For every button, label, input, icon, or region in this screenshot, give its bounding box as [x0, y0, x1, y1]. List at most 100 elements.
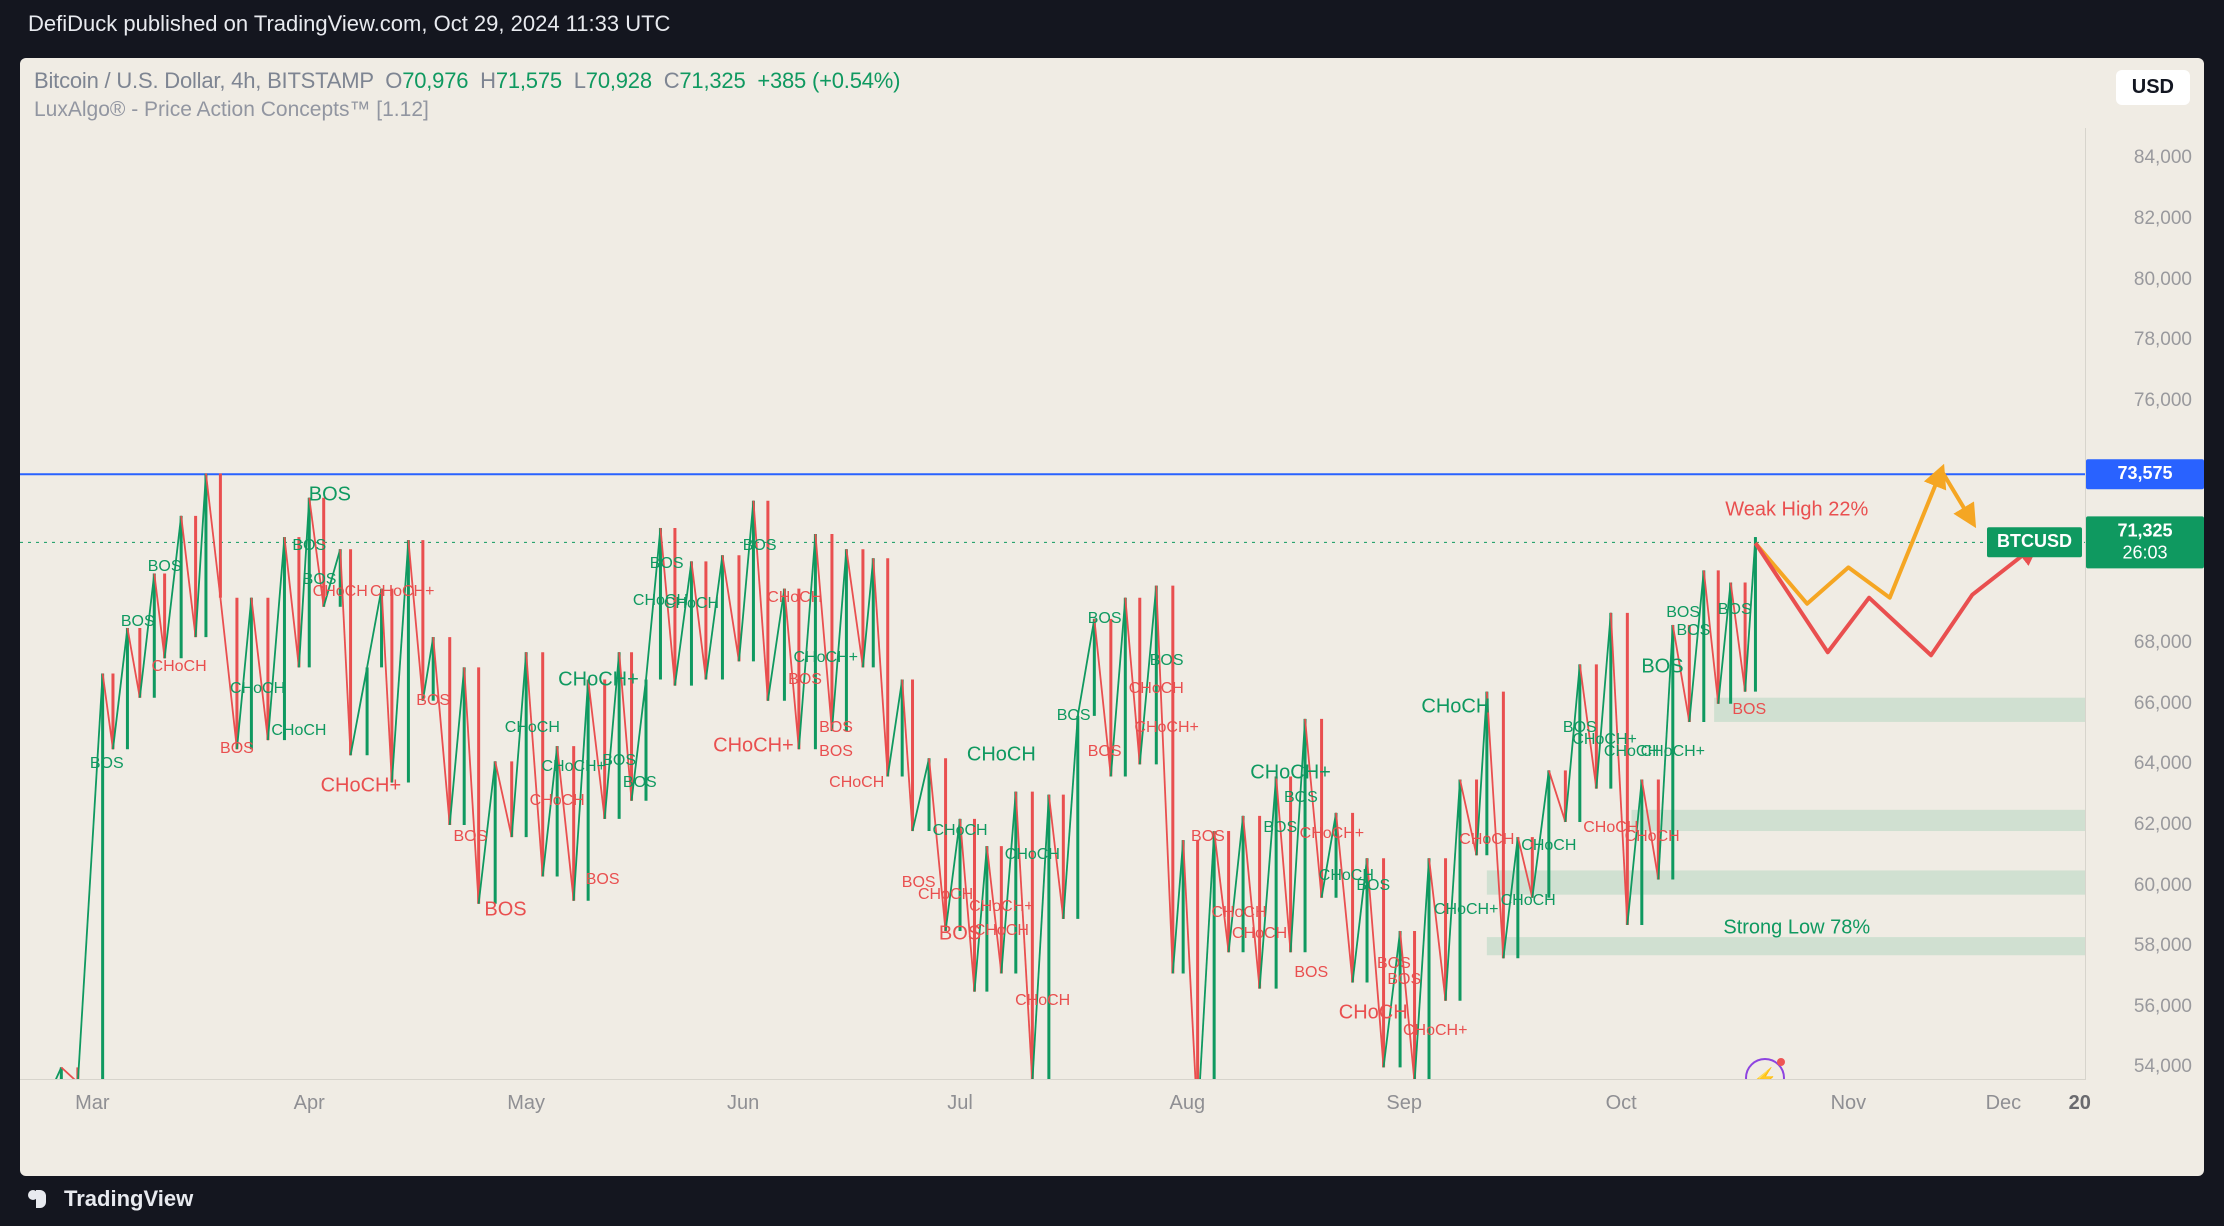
- price-segment: [799, 534, 816, 749]
- currency-badge[interactable]: USD: [2116, 70, 2190, 105]
- price-segment: [340, 549, 350, 755]
- price-segment: [196, 473, 206, 637]
- price-segment: [706, 555, 723, 679]
- price-segment: [78, 673, 103, 1082]
- price-segment: [753, 501, 767, 701]
- price-segment: [1718, 583, 1730, 704]
- price-segment: [154, 573, 164, 658]
- price-segment: [605, 652, 619, 819]
- price-segment: [220, 598, 237, 750]
- price-segment: [1704, 570, 1718, 703]
- price-segment: [1322, 813, 1336, 898]
- price-segment: [1276, 776, 1290, 952]
- price-segment: [433, 637, 450, 825]
- chart-plot[interactable]: ⚡ Weak High 22%Strong Low 78%BOSCHoCH+BO…: [20, 128, 2086, 1128]
- support-zone: [1631, 810, 2086, 831]
- publisher-text: DefiDuck published on TradingView.com, O…: [28, 11, 670, 37]
- price-segment: [1353, 858, 1367, 982]
- y-tick: 68,000: [2134, 632, 2192, 654]
- y-tick: 64,000: [2134, 753, 2192, 775]
- price-segment: [1400, 931, 1414, 1083]
- price-segment: [1243, 816, 1260, 989]
- price-segment: [237, 598, 251, 750]
- y-tick: 80,000: [2134, 269, 2192, 291]
- price-segment: [929, 758, 946, 931]
- price-segment: [873, 558, 887, 776]
- x-tick: Nov: [1831, 1092, 1867, 1115]
- price-segment: [181, 516, 195, 637]
- ohlc-change: +385: [757, 68, 806, 93]
- ohlc-change-pct: (+0.54%): [812, 68, 900, 93]
- price-segment: [206, 473, 220, 597]
- price-segment: [479, 761, 496, 903]
- price-segment: [846, 549, 863, 667]
- price-segment: [557, 746, 574, 901]
- price-segment: [1658, 625, 1672, 880]
- price-segment: [1487, 692, 1504, 959]
- price-segment: [268, 537, 285, 740]
- price-segment: [284, 537, 298, 667]
- projection-path: [1941, 470, 1972, 522]
- price-segment: [392, 540, 409, 782]
- price-segment: [324, 549, 341, 607]
- ohlc-high: 71,575: [496, 68, 562, 93]
- y-tick: 58,000: [2134, 935, 2192, 957]
- price-segment: [1336, 813, 1353, 983]
- price-segment: [1367, 858, 1384, 1067]
- price-segment: [127, 628, 139, 698]
- x-tick: Oct: [1606, 1092, 1637, 1115]
- price-segment: [1745, 537, 1755, 692]
- x-tick: Aug: [1169, 1092, 1205, 1115]
- price-segment: [675, 561, 692, 685]
- x-axis[interactable]: MarAprMayJunJulAugSepOctNovDec20: [20, 1079, 2086, 1128]
- price-segment: [1460, 780, 1477, 856]
- price-segment: [574, 680, 588, 901]
- price-segment: [1094, 619, 1111, 777]
- y-tick: 82,000: [2134, 208, 2192, 230]
- price-segment: [1156, 586, 1173, 974]
- price-segment: [309, 498, 323, 607]
- price-segment: [1078, 619, 1095, 716]
- chart-area[interactable]: ⚡ Weak High 22%Strong Low 78%BOSCHoCH+BO…: [20, 128, 2204, 1128]
- price-segment: [1305, 719, 1322, 898]
- price-segment: [423, 637, 433, 701]
- price-segment: [1140, 586, 1157, 765]
- price-segment: [1001, 792, 1015, 974]
- price-segment: [660, 528, 674, 686]
- price-segment: [251, 598, 268, 740]
- price-segment: [784, 589, 798, 750]
- y-tick: 76,000: [2134, 390, 2192, 412]
- x-tick: Mar: [75, 1092, 109, 1115]
- price-segment: [691, 561, 705, 679]
- price-segment: [722, 555, 739, 661]
- y-tick: 56,000: [2134, 996, 2192, 1018]
- ohlc-low: 70,928: [586, 68, 652, 93]
- price-segment: [832, 549, 846, 731]
- last-price-tag: 71,32526:03: [2086, 517, 2204, 568]
- support-zone: [1487, 937, 2086, 955]
- price-segment: [1673, 625, 1690, 722]
- price-segment: [526, 652, 543, 876]
- price-segment: [1477, 692, 1487, 856]
- price-segment: [1549, 770, 1566, 822]
- price-segment: [1446, 780, 1460, 1001]
- price-segment: [495, 761, 512, 837]
- x-tick: 20: [2069, 1092, 2091, 1115]
- publisher-bar: DefiDuck published on TradingView.com, O…: [0, 0, 2224, 48]
- price-segment: [1580, 664, 1597, 788]
- y-tick: 78,000: [2134, 329, 2192, 351]
- price-segment: [863, 558, 873, 667]
- y-axis[interactable]: 54,00056,00058,00060,00062,00064,00066,0…: [2085, 128, 2204, 1128]
- symbol-interval: 4h: [231, 68, 255, 93]
- y-tick: 54,000: [2134, 1056, 2192, 1078]
- projection-path: [1755, 543, 2034, 655]
- y-tick: 66,000: [2134, 693, 2192, 715]
- price-segment: [739, 501, 753, 662]
- price-segment: [946, 819, 960, 931]
- chart-panel: Bitcoin / U.S. Dollar, 4h, BITSTAMP O70,…: [20, 58, 2204, 1176]
- price-segment: [1016, 792, 1033, 1083]
- price-segment: [588, 680, 605, 819]
- price-segment: [768, 589, 785, 701]
- price-segment: [1032, 795, 1049, 1083]
- symbol-price-tag: BTCUSD: [1987, 528, 2082, 558]
